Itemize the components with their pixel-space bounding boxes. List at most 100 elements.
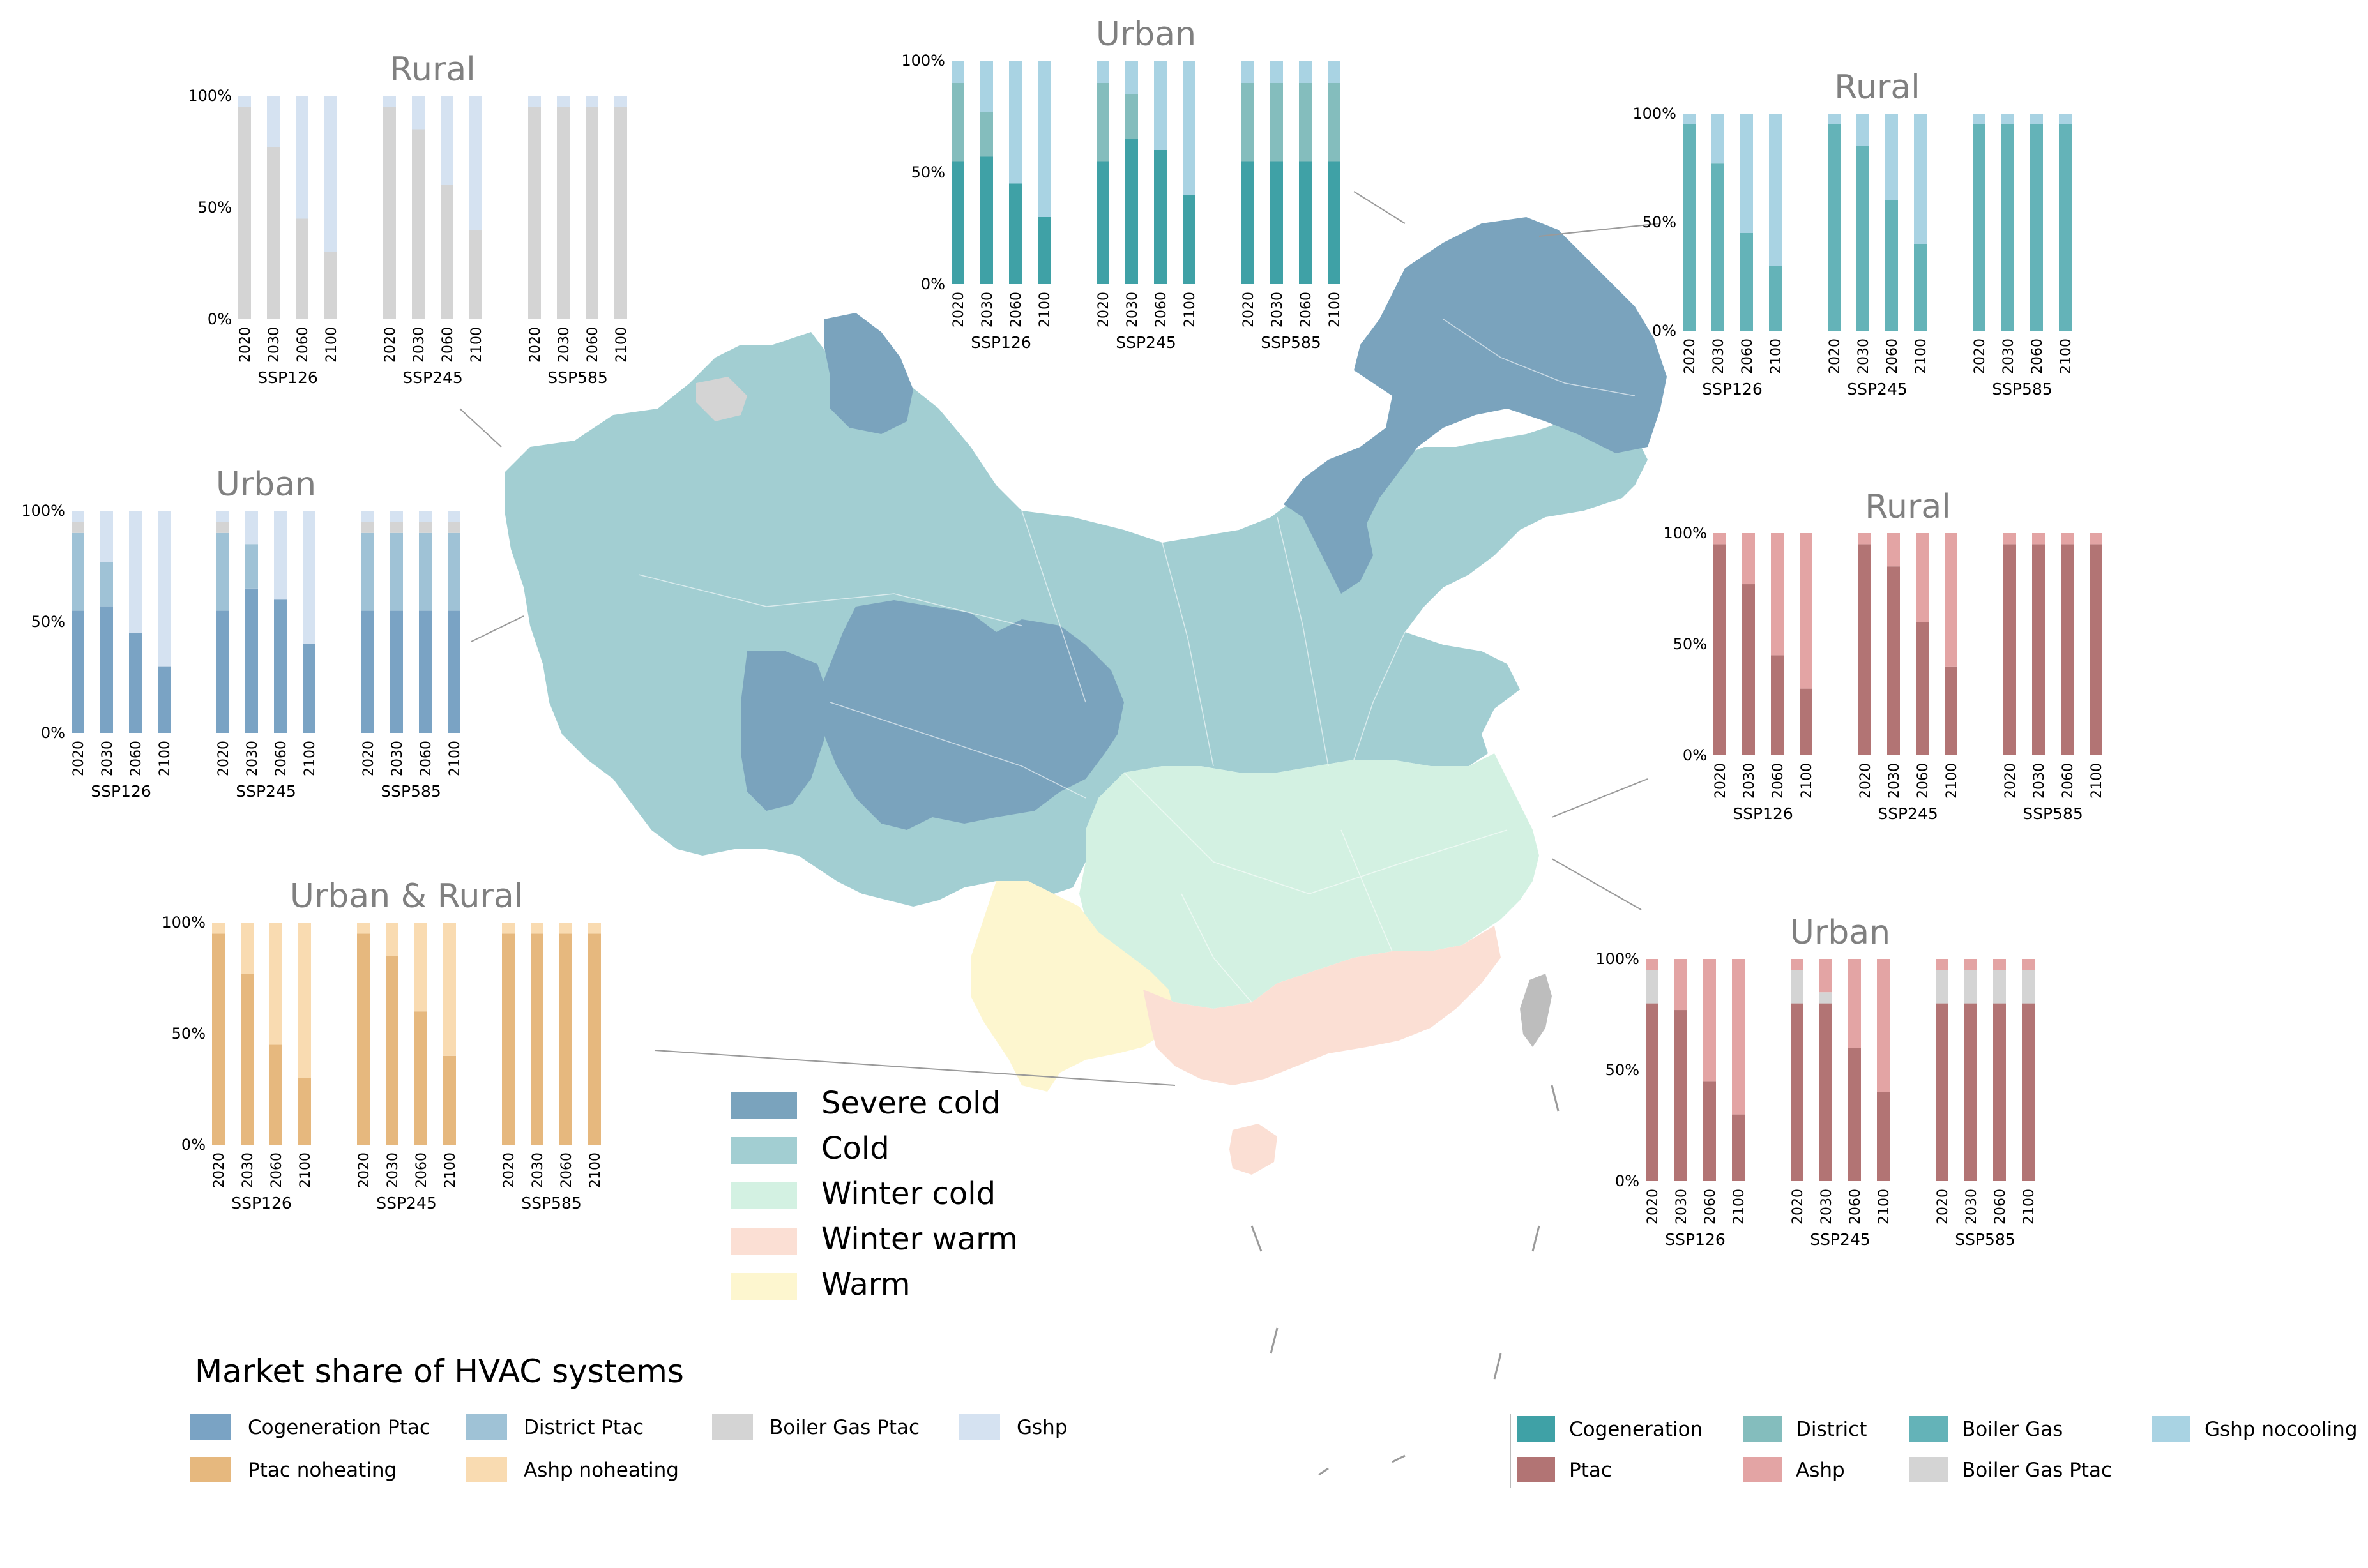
south-china-sea-dashes [1250, 1085, 1560, 1476]
bar-segment [212, 923, 225, 934]
bar-segment [1270, 83, 1283, 162]
x-tick-label: 2060 [1915, 763, 1931, 799]
bar-segment [1711, 114, 1724, 164]
bar-segment [531, 933, 543, 1145]
leader-line [471, 615, 524, 642]
group-label: SSP585 [2023, 804, 2083, 823]
bar-segment [1973, 114, 1985, 124]
bar-segment [1713, 533, 1726, 545]
x-tick-label: 2100 [1327, 292, 1343, 328]
bar-segment [1858, 533, 1871, 545]
group-label: SSP245 [1116, 333, 1176, 352]
y-tick-label: 100% [1632, 105, 1676, 123]
bar-segment [2022, 970, 2035, 1004]
bar-segment [361, 610, 374, 733]
bar-segment [324, 96, 337, 252]
map-region-severe-cold-plateau [817, 600, 1124, 830]
group-label: SSP126 [231, 1194, 292, 1212]
x-tick-label: 2060 [1992, 1189, 2008, 1225]
leader-line [1551, 858, 1642, 910]
bar-segment [216, 610, 229, 733]
group-label: SSP245 [1810, 1230, 1871, 1249]
leader-line [654, 1050, 1176, 1086]
climate-legend: Severe cold Cold Winter cold Winter warm War… [731, 1085, 1018, 1302]
hvac-legend-swatch [466, 1414, 507, 1440]
bar-segment [1877, 1092, 1890, 1181]
map-region-severe-cold-altay [824, 313, 913, 434]
bar-segment [1732, 1114, 1745, 1181]
x-tick-label: 2030 [385, 1152, 401, 1188]
x-tick-label: 2100 [1731, 1189, 1747, 1225]
x-tick-label: 2030 [1270, 292, 1286, 328]
bar-segment [588, 923, 601, 934]
group-label: SSP126 [1702, 380, 1763, 398]
y-tick-label: 100% [162, 914, 206, 931]
bar-segment [2059, 114, 2072, 124]
bar-segment [952, 83, 964, 162]
x-tick-label: 2100 [324, 327, 340, 363]
leader-lines [459, 191, 1661, 1086]
leader-line [1538, 223, 1661, 237]
map-region-winter-warm [1143, 926, 1501, 1085]
bar-segment [1299, 61, 1312, 83]
x-tick-label: 2020 [527, 327, 543, 363]
bar-segment [1742, 533, 1755, 585]
x-tick-label: 2060 [1740, 338, 1756, 374]
bar-segment [414, 1011, 427, 1145]
hvac-legend-title: Market share of HVAC systems [195, 1353, 684, 1390]
chart-title: Urban [1790, 914, 1890, 952]
bar-segment [502, 923, 515, 934]
x-tick-label: 2100 [1944, 763, 1960, 799]
x-tick-label: 2020 [383, 327, 398, 363]
bar-segment [1771, 533, 1784, 656]
bar-segment [1646, 959, 1658, 970]
hvac-legend-label: District Ptac [524, 1416, 644, 1439]
y-tick-label: 0% [1652, 322, 1676, 340]
bar-segment [357, 933, 370, 1145]
bar-segment [274, 599, 287, 733]
x-tick-label: 2020 [1790, 1189, 1806, 1225]
x-tick-label: 2100 [1768, 338, 1784, 374]
bar-segment [298, 1078, 311, 1145]
bar-segment [216, 522, 229, 533]
bar-segment [2059, 124, 2072, 331]
x-tick-label: 2020 [211, 1152, 227, 1188]
bar-segment [324, 252, 337, 319]
climate-legend-swatch [731, 1182, 797, 1209]
bar-segment [1791, 1003, 1803, 1181]
x-tick-label: 2020 [1241, 292, 1257, 328]
bar-segment [1848, 1048, 1861, 1181]
bar-segment [1646, 970, 1658, 1004]
x-tick-label: 2030 [2031, 763, 2047, 799]
bar-segment [1800, 533, 1812, 689]
bar-segment [1973, 124, 1985, 331]
bar-segment [1241, 83, 1254, 162]
bar-segment [443, 1055, 456, 1145]
x-tick-label: 2030 [1856, 338, 1872, 374]
group-label: SSP585 [1261, 333, 1321, 352]
bar-segment [448, 522, 460, 533]
x-tick-label: 2030 [100, 741, 116, 776]
x-tick-label: 2100 [614, 327, 630, 363]
y-tick-label: 0% [1683, 746, 1707, 764]
bar-segment [1740, 233, 1753, 331]
hvac-legend-label: Ptac noheating [248, 1459, 397, 1482]
bar-segment [129, 633, 142, 733]
bar-segment [1038, 61, 1051, 217]
chart-title: Urban [216, 465, 316, 504]
y-tick-label: 100% [1595, 950, 1639, 968]
bar-segment [1183, 61, 1195, 195]
climate-legend-swatch [731, 1137, 797, 1164]
hvac-legend-swatch [2152, 1416, 2190, 1442]
bar-segment [1945, 666, 1957, 755]
bar-segment [2032, 533, 2045, 545]
bar-segment [586, 96, 598, 107]
bar-segment [1848, 959, 1861, 1048]
bar-segment [1936, 1003, 1948, 1181]
bar-segment [1993, 970, 2006, 1004]
y-tick-label: 100% [1663, 524, 1707, 542]
bar-segment [241, 974, 254, 1145]
